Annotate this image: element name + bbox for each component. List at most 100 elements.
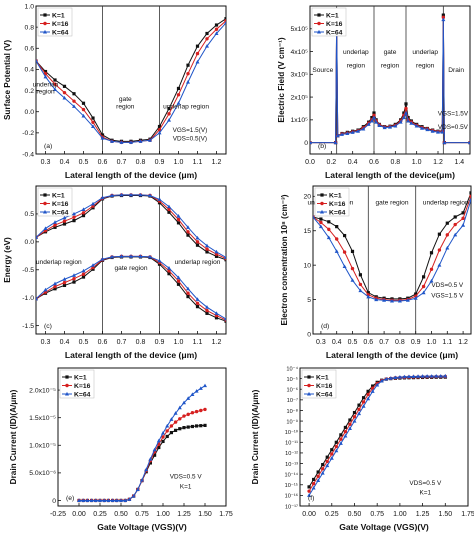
plot-frame [35,5,227,155]
data-point [352,415,357,419]
legend-box [37,187,73,217]
data-point [62,280,67,285]
data-point [119,498,123,502]
x-tick-label: 1.0 [174,159,184,166]
data-point [167,207,171,212]
data-point [167,272,171,276]
data-point [404,110,408,115]
x-tick-label: 0.3 [41,159,51,166]
data-point [310,140,312,145]
data-point [358,273,362,277]
data-point [357,407,361,412]
y-tick-label: 10⁻⁵ [287,376,299,383]
condition-annotation: VGS=1.5V [438,110,469,117]
data-point [469,191,471,195]
x-tick-label: 0.6 [369,159,379,166]
data-point [411,374,416,378]
data-point [190,411,195,415]
x-tick-label: 0.7 [117,339,127,346]
data-point [81,107,86,112]
series-line-K64 [36,22,226,143]
data-point [81,211,86,215]
data-point [438,373,443,378]
panel-a: 0.3 0.4 0.5 0.6 0.7 0.8 0.9 1.0 1.1 1.2 -0.4 -0.2 0.… [3,3,227,180]
data-point [372,113,376,117]
data-point [335,225,339,229]
legend-marker [43,201,47,206]
data-point [36,296,38,301]
y-tick-label: 10⁻¹⁶ [285,493,298,500]
legend-entry: K=16 [74,383,91,390]
y-tick-label: 3x10⁵ [290,72,308,79]
data-point [195,235,200,240]
legend-marker [65,383,69,388]
data-point [182,414,186,418]
data-point [148,193,152,197]
x-tick-label: 1.0 [174,339,184,346]
condition-annotation: VDS=0.5 V [170,473,203,480]
data-point [325,455,329,459]
data-point [165,434,169,439]
data-point [357,411,362,416]
x-tick-label: 1.2 [212,339,222,346]
data-point [176,101,181,105]
data-point [350,266,355,271]
x-tick-label: 1.1 [442,339,452,346]
legend: K=1 K=16K=64 [59,369,95,398]
legend-marker [317,21,321,26]
data-point [348,418,352,422]
data-point [453,215,457,219]
data-point [382,298,387,302]
legend-marker [307,383,311,388]
data-point [199,424,203,428]
y-tick-label: -0.2 [22,130,34,137]
panel-label: (e) [66,495,74,502]
data-point [404,106,408,111]
condition-annotation: VGS=1.5 V [431,293,464,300]
data-point [148,138,152,142]
data-point [429,278,434,283]
data-point [173,411,178,415]
data-point [156,438,161,443]
data-point [468,140,470,145]
x-tick-label: 0.7 [379,339,389,346]
data-point [361,400,366,404]
legend-box [301,369,337,399]
data-point [167,265,171,270]
data-point [340,132,344,136]
condition-annotation: VDS=0.5 V [431,282,464,289]
data-point [316,470,320,474]
data-point [321,467,325,471]
data-point [36,235,38,239]
data-point [371,384,375,388]
data-point [43,287,48,292]
data-point [129,192,133,197]
x-tick-label: 0.6 [363,339,373,346]
x-tick-label: 0.75 [135,511,149,518]
x-tick-label: 1.1 [193,339,203,346]
data-point [72,99,76,103]
data-point [176,221,181,225]
data-point [334,444,339,449]
legend-marker [43,21,47,26]
y-tick-label: 15 [303,228,311,235]
panel-label: (c) [44,323,52,330]
x-tick-label: 0.8 [136,159,146,166]
data-point [436,130,440,134]
data-point [333,140,338,145]
x-tick-label: -0.25 [50,511,66,518]
data-point [167,106,171,111]
legend: K=1 K=16K=64 [301,369,337,399]
data-point [167,112,171,116]
data-point [374,120,379,124]
x-tick-label: 0.5 [79,339,89,346]
y-tick-label: 10⁻¹⁷ [285,503,298,510]
series-layer [307,373,448,497]
data-point [313,214,315,219]
data-point [441,15,446,20]
data-point [366,291,370,295]
region-label: gate [384,49,397,56]
data-point [174,428,178,432]
data-point [205,311,209,315]
